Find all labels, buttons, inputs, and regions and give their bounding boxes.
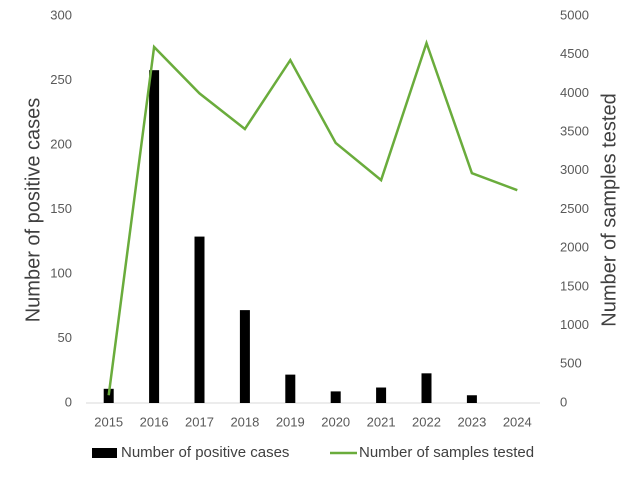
y2-axis-title: Number of samples tested bbox=[598, 93, 620, 326]
y2-tick-label: 4500 bbox=[560, 46, 589, 61]
legend-text: Number of positive cases bbox=[121, 444, 289, 461]
x-tick-label: 2015 bbox=[94, 414, 123, 429]
y2-tick-label: 3500 bbox=[560, 124, 589, 139]
x-tick-label: 2017 bbox=[185, 414, 214, 429]
y2-tick-label: 500 bbox=[560, 356, 582, 371]
y2-tick-label: 2500 bbox=[560, 201, 589, 216]
y2-tick-label: 3000 bbox=[560, 162, 589, 177]
x-tick-label: 2021 bbox=[367, 414, 396, 429]
bar bbox=[103, 388, 114, 403]
y-axis-title: Number of positive cases bbox=[22, 98, 44, 323]
x-tick-label: 2023 bbox=[457, 414, 486, 429]
bar bbox=[421, 373, 432, 403]
legend-text: Number of samples tested bbox=[359, 444, 534, 461]
bar bbox=[466, 395, 477, 403]
y2-tick-label: 1500 bbox=[560, 278, 589, 293]
bar bbox=[285, 374, 296, 403]
legend-swatch bbox=[92, 448, 117, 458]
x-tick-label: 2016 bbox=[140, 414, 169, 429]
y2-tick-label: 4000 bbox=[560, 85, 589, 100]
y-tick-label: 0 bbox=[65, 394, 72, 409]
line bbox=[107, 39, 518, 396]
x-tick-label: 2019 bbox=[276, 414, 305, 429]
bar bbox=[239, 310, 250, 403]
bar bbox=[376, 387, 387, 403]
y2-tick-label: 1000 bbox=[560, 317, 589, 332]
x-tick-label: 2020 bbox=[321, 414, 350, 429]
y-tick-label: 50 bbox=[58, 330, 72, 345]
y-tick-label: 250 bbox=[50, 72, 72, 87]
bar bbox=[194, 236, 205, 403]
bar bbox=[149, 70, 160, 404]
y-tick-label: 300 bbox=[50, 7, 72, 22]
y-tick-label: 150 bbox=[50, 201, 72, 216]
y2-tick-label: 2000 bbox=[560, 240, 589, 255]
y2-tick-label: 0 bbox=[560, 394, 567, 409]
x-tick-label: 2018 bbox=[230, 414, 259, 429]
x-tick-label: 2022 bbox=[412, 414, 441, 429]
x-tick-label: 2024 bbox=[503, 414, 532, 429]
y-tick-label: 200 bbox=[50, 136, 72, 151]
bar bbox=[330, 391, 341, 403]
y2-tick-label: 5000 bbox=[560, 7, 589, 22]
y-tick-label: 100 bbox=[50, 265, 72, 280]
